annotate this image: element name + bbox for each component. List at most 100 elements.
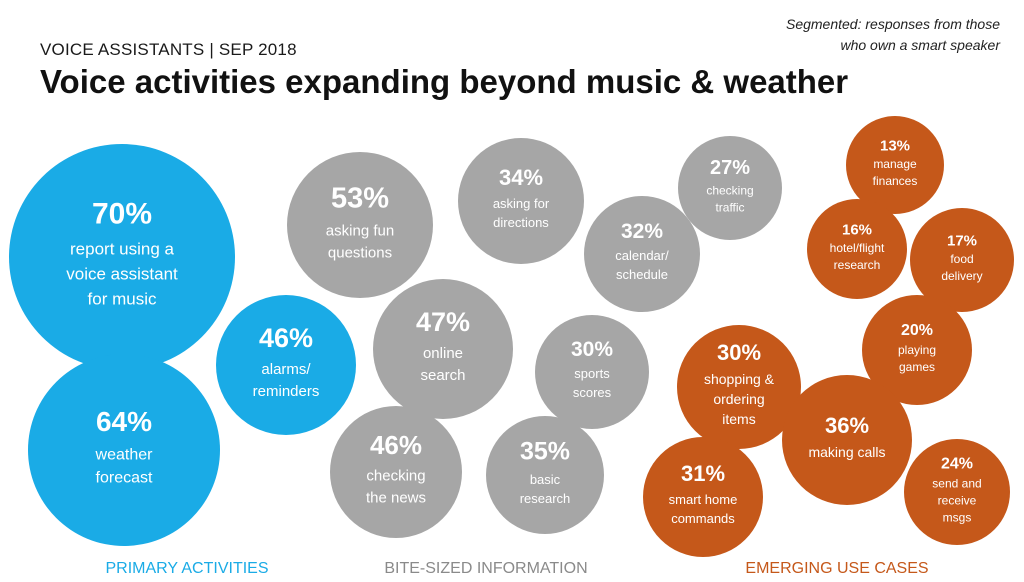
bubble-value: 24%	[941, 456, 973, 473]
bubble-label-line: directions	[493, 215, 549, 230]
bubble-circle	[678, 136, 782, 240]
bubble-circle	[28, 354, 220, 546]
bubble-label-line: finances	[873, 174, 918, 188]
bubble-label-line: shopping &	[704, 371, 775, 387]
bubble-label-line: report using a	[70, 239, 174, 258]
bubble-circle	[584, 196, 700, 312]
bubble-value: 32%	[621, 220, 663, 243]
bubble-label-line: traffic	[715, 201, 744, 215]
chart-title: Voice activities expanding beyond music …	[40, 63, 849, 100]
bubble-circle	[910, 208, 1014, 312]
bubble-label-line: schedule	[616, 267, 668, 282]
group-label-emerging: EMERGING USE CASES	[745, 560, 929, 577]
bubble-circle	[782, 375, 912, 505]
bubble-label-line: smart home	[669, 492, 738, 507]
bubble-value: 46%	[370, 430, 422, 460]
bubble-circle	[458, 138, 584, 264]
bubble-label-line: the news	[366, 489, 426, 506]
bubble-value: 36%	[825, 413, 869, 438]
bubble-primary-2: 46% alarms/reminders	[216, 295, 356, 435]
bubble-value: 13%	[880, 137, 910, 154]
bubble-emerging-16: 36% making calls	[782, 375, 912, 505]
bubble-circle	[287, 152, 433, 298]
bubble-circle	[643, 437, 763, 557]
bubble-label-line: delivery	[941, 269, 982, 283]
bubble-value: 64%	[96, 406, 152, 437]
bubble-label-line: msgs	[943, 511, 972, 525]
bubble-label-line: ordering	[713, 391, 764, 407]
bubble-value: 17%	[947, 232, 977, 249]
bubble-primary-1: 64% weather forecast	[28, 354, 220, 546]
bubble-value: 47%	[416, 307, 470, 337]
bubble-bite-6: 32% calendar/schedule	[584, 196, 700, 312]
bubble-primary-0: 70% report using a voice assistant for musi…	[9, 144, 235, 370]
bubble-circle	[330, 406, 462, 538]
bubble-circle	[216, 295, 356, 435]
segment-note: Segmented: responses from those who own …	[660, 14, 1000, 56]
bubble-emerging-17: 31% smart home commands	[643, 437, 763, 557]
bubble-label-line: commands	[671, 511, 735, 526]
bubble-label-line: manage	[873, 157, 917, 171]
bubble-label-line: calendar/	[615, 248, 669, 263]
bubble-circle	[677, 325, 801, 449]
bubble-label-line: checking	[366, 467, 425, 484]
bubble-label-line: online	[423, 345, 463, 362]
bubble-value: 53%	[331, 182, 389, 214]
bubble-label-line: playing	[898, 343, 936, 357]
bubble-value: 46%	[259, 323, 313, 353]
bubble-label-line: for music	[88, 289, 157, 308]
bubble-label-line: forecast	[96, 470, 153, 487]
bubble-emerging-11: 13% manage finances	[846, 116, 944, 214]
bubble-circle	[862, 295, 972, 405]
bubble-emerging-15: 30% shopping & ordering items	[677, 325, 801, 449]
bubble-label-line: hotel/flight	[830, 241, 885, 255]
bubble-label-line: asking fun	[326, 222, 394, 239]
group-label-bite-sized: BITE-SIZED INFORMATION	[384, 560, 588, 577]
bubble-emerging-14: 20% playing games	[862, 295, 972, 405]
bubble-label-line: asking for	[493, 196, 550, 211]
bubble-label-line: making calls	[808, 444, 885, 460]
segment-note-line-1: Segmented: responses from those	[785, 16, 1000, 32]
bubble-circle	[486, 416, 604, 534]
bubble-label-line: checking	[706, 184, 753, 198]
bubble-label-line: scores	[573, 385, 612, 400]
chart-kicker: VOICE ASSISTANTS | SEP 2018	[40, 40, 297, 59]
bubble-emerging-13: 17% food delivery	[910, 208, 1014, 312]
bubble-label-line: voice assistant	[66, 264, 178, 283]
bubble-bite-5: 27% checking traffic	[678, 136, 782, 240]
bubble-bite-10: 35% basic research	[486, 416, 604, 534]
bubble-value: 30%	[571, 338, 613, 361]
bubble-bite-3: 53% asking fun questions	[287, 152, 433, 298]
bubble-value: 16%	[842, 221, 872, 238]
bubble-label-line: search	[420, 367, 465, 384]
bubble-value: 30%	[717, 340, 761, 365]
bubble-circle	[846, 116, 944, 214]
bubble-circle	[535, 315, 649, 429]
bubble-bite-4: 34% asking for directions	[458, 138, 584, 264]
bubble-label-line: games	[899, 360, 935, 374]
bubble-label-line: questions	[328, 244, 392, 261]
bubble-label-line: research	[834, 258, 881, 272]
group-label-primary: PRIMARY ACTIVITIES	[105, 560, 269, 577]
bubble-bite-8: 30% sports scores	[535, 315, 649, 429]
bubble-circle	[807, 199, 907, 299]
bubble-circle	[904, 439, 1010, 545]
bubble-label-line: food	[950, 252, 973, 266]
segment-note-line-2: who own a smart speaker	[840, 37, 1000, 53]
bubble-value: 20%	[901, 322, 933, 339]
bubble-value: 27%	[710, 157, 750, 179]
bubble-label-line: basic	[530, 472, 561, 487]
bubble-value: 70%	[92, 198, 152, 231]
bubble-emerging-18: 24% send and receive msgs	[904, 439, 1010, 545]
bubble-value: 34%	[499, 165, 543, 190]
bubble-label-line: sports	[574, 366, 610, 381]
bubble-label-line: alarms/	[261, 361, 311, 378]
bubble-label-line: receive	[938, 494, 977, 508]
bubble-circle	[373, 279, 513, 419]
bubble-emerging-12: 16% hotel/flight research	[807, 199, 907, 299]
bubble-label-line: reminders	[253, 383, 320, 400]
bubble-value: 31%	[681, 461, 725, 486]
bubble-bite-7: 47% online search	[373, 279, 513, 419]
bubble-label-line: items	[722, 411, 755, 427]
